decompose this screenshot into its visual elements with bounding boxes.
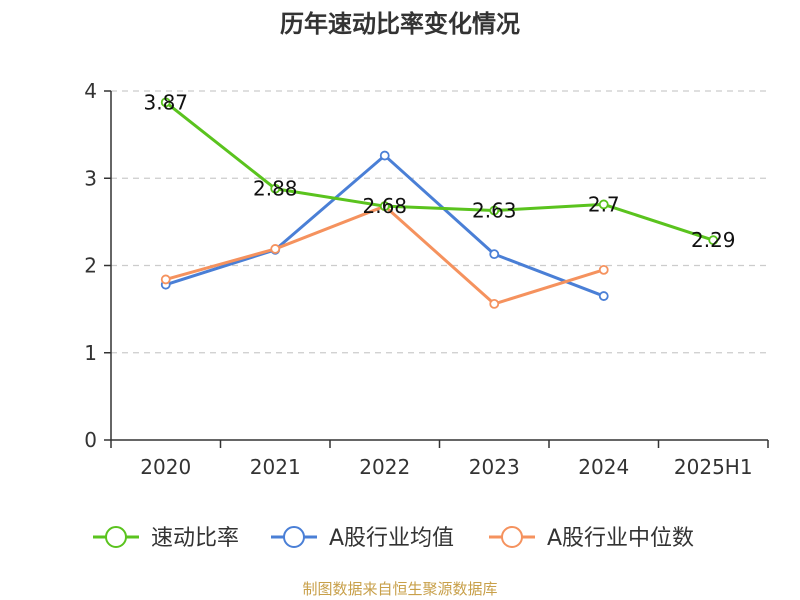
point-speed_ratio-2020 [160, 97, 171, 108]
data-label-2021: 2.88 [253, 177, 298, 201]
point-industry_median-2024 [598, 264, 609, 275]
legend-label-speed_ratio: 速动比率 [151, 526, 239, 551]
legend-item-industry_avg: A股行业均值 [271, 526, 454, 551]
data-label-2023: 2.63 [472, 199, 517, 223]
legend-label-industry_avg: A股行业均值 [329, 526, 454, 551]
legend-swatch-marker-industry_avg [283, 526, 305, 548]
data-label-2022: 2.68 [362, 194, 407, 218]
series-industry_avg [160, 150, 609, 301]
y-tick-label-0: 0 [84, 428, 97, 452]
point-speed_ratio-2025H1 [708, 235, 719, 246]
chart-title: 历年速动比率变化情况 [280, 10, 520, 38]
grid-lines [111, 90, 768, 354]
legend-swatch-marker-speed_ratio [105, 526, 127, 548]
point-speed_ratio-2024 [598, 199, 609, 210]
line-industry_avg [165, 154, 605, 298]
point-speed_ratio-2021 [270, 183, 281, 194]
y-tick-label-4: 4 [84, 79, 97, 103]
x-tick-label-2023: 2023 [469, 455, 520, 479]
line-industry_median [165, 204, 605, 306]
line-speed_ratio [164, 101, 714, 242]
point-industry_avg-2022 [379, 150, 390, 161]
source-note: 制图数据来自恒生聚源数据库 [302, 580, 497, 598]
data-label-2024: 2.7 [588, 192, 620, 216]
point-speed_ratio-2022 [379, 201, 390, 212]
data-label-2025H1: 2.29 [691, 228, 736, 252]
point-speed_ratio-2023 [489, 205, 500, 216]
legend-item-industry_median: A股行业中位数 [489, 526, 694, 551]
series-speed_ratio [160, 97, 719, 246]
point-industry_median-2023 [489, 298, 500, 309]
legend-swatch-marker-industry_median [501, 526, 523, 548]
legend: 速动比率 A股行业均值 A股行业中位数 [93, 526, 694, 551]
legend-item-speed_ratio: 速动比率 [93, 526, 239, 551]
y-tick-label-1: 1 [84, 341, 97, 365]
x-tick-label-2021: 2021 [250, 455, 301, 479]
legend-label-industry_median: A股行业中位数 [547, 526, 694, 551]
point-industry_median-2020 [160, 274, 171, 285]
y-tick-label-2: 2 [84, 254, 97, 278]
data-labels: 3.87 2.88 2.68 2.63 2.7 2.29 [143, 90, 735, 252]
series-lines [160, 97, 719, 309]
x-tick-label-2025H1: 2025H1 [674, 455, 753, 479]
x-tick-label-2022: 2022 [359, 455, 410, 479]
data-label-2020: 3.87 [143, 90, 188, 114]
axes: 0 1 2 3 4 2020 2021 2022 2023 2024 2025H1 [84, 79, 769, 479]
point-industry_median-2021 [270, 244, 281, 254]
x-tick-label-2020: 2020 [140, 455, 191, 479]
point-industry_avg-2023 [489, 249, 500, 260]
y-tick-label-3: 3 [84, 166, 97, 190]
x-tick-label-2024: 2024 [578, 455, 629, 479]
point-industry_avg-2024 [598, 291, 609, 301]
